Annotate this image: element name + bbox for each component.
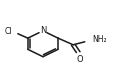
Text: Cl: Cl	[5, 27, 12, 36]
Text: O: O	[77, 55, 83, 64]
Text: N: N	[40, 26, 46, 35]
Text: NH₂: NH₂	[92, 35, 107, 44]
